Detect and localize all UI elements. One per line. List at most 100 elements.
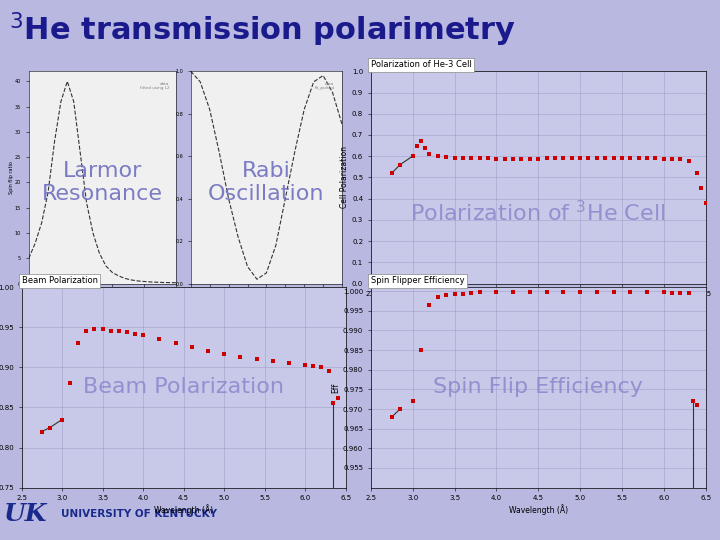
Point (524, 154, 536, 163)
Point (300, 361, 311, 369)
Point (591, 154, 603, 163)
Point (283, 358, 294, 367)
Point (566, 154, 577, 163)
Point (323, 367, 335, 376)
Point (524, 288, 536, 296)
Text: UNIVERSITY OF KENTUCKY: UNIVERSITY OF KENTUCKY (61, 509, 217, 519)
Point (407, 397, 418, 406)
Text: Spin Flip Efficiency: Spin Flip Efficiency (433, 377, 643, 397)
X-axis label: Wavelength (Å): Wavelength (Å) (154, 504, 213, 515)
X-axis label: H Gauss: H Gauss (91, 298, 114, 302)
Point (457, 289, 469, 298)
Point (474, 288, 485, 296)
Text: Polarization of He-3 Cell: Polarization of He-3 Cell (371, 60, 472, 69)
Point (186, 342, 197, 351)
Point (386, 413, 397, 421)
Point (395, 160, 406, 169)
Point (441, 291, 452, 300)
Point (691, 401, 703, 409)
Point (642, 154, 653, 163)
Y-axis label: Eff: Eff (331, 382, 340, 393)
Point (658, 154, 670, 163)
Point (642, 288, 653, 296)
Point (411, 141, 423, 150)
Point (73, 339, 84, 348)
Point (582, 154, 594, 163)
Text: Spin Flipper Efficiency: Spin Flipper Efficiency (371, 276, 464, 285)
Text: data
fitted using L2: data fitted using L2 (140, 82, 169, 91)
Point (658, 288, 670, 296)
Point (474, 154, 485, 163)
Point (138, 331, 149, 340)
Point (575, 288, 586, 296)
Point (153, 335, 165, 343)
Text: $^{3}$He transmission polarimetry: $^{3}$He transmission polarimetry (9, 11, 516, 49)
Point (691, 169, 703, 178)
Point (121, 328, 132, 336)
Point (457, 154, 469, 163)
Point (328, 399, 339, 408)
Point (466, 154, 477, 163)
Point (466, 288, 477, 297)
Point (549, 154, 561, 163)
Point (508, 154, 519, 163)
Text: Beam Polarization: Beam Polarization (22, 276, 98, 285)
Point (332, 394, 343, 402)
Point (129, 329, 140, 338)
Point (267, 357, 279, 366)
Point (516, 154, 527, 163)
Point (170, 339, 181, 348)
Point (624, 154, 636, 163)
Point (557, 288, 569, 296)
Point (608, 154, 619, 163)
Point (407, 152, 418, 160)
Point (56, 415, 68, 424)
Point (675, 155, 686, 164)
Point (508, 288, 519, 296)
Point (89, 325, 100, 333)
Point (490, 154, 502, 163)
Point (533, 154, 544, 163)
Point (667, 154, 678, 163)
Point (449, 290, 460, 299)
Y-axis label: Cell Polarization: Cell Polarization (340, 146, 349, 208)
Text: data
fit_pulsed: data fit_pulsed (315, 82, 334, 91)
Point (218, 349, 230, 358)
Point (624, 288, 636, 296)
Point (441, 153, 452, 161)
Text: UK: UK (4, 502, 47, 526)
Point (575, 154, 586, 163)
Point (499, 154, 510, 163)
Point (683, 157, 695, 166)
Point (315, 363, 327, 372)
Point (600, 154, 611, 163)
Point (423, 301, 435, 309)
Point (96, 325, 108, 333)
Text: Larmor
Resonance: Larmor Resonance (42, 161, 163, 205)
Point (557, 154, 569, 163)
Point (251, 355, 262, 364)
Point (482, 154, 494, 163)
Point (649, 154, 661, 163)
Text: Rabi
Oscillation: Rabi Oscillation (208, 161, 325, 205)
X-axis label: Wavelength (Å): Wavelength (Å) (508, 300, 568, 311)
Point (541, 154, 552, 163)
Point (415, 137, 427, 146)
Point (541, 288, 552, 296)
Point (113, 327, 125, 336)
Point (65, 379, 76, 388)
X-axis label: Wavelength (Å): Wavelength (Å) (508, 504, 568, 515)
Point (591, 288, 603, 296)
Point (415, 346, 427, 354)
Point (307, 361, 319, 370)
Point (423, 150, 435, 158)
Point (700, 199, 711, 207)
Text: Beam Polarization: Beam Polarization (83, 377, 284, 397)
Point (608, 288, 619, 296)
Point (688, 397, 699, 406)
Point (386, 169, 397, 178)
Point (449, 153, 460, 162)
Point (675, 288, 686, 297)
Point (432, 293, 444, 301)
Point (420, 143, 431, 152)
